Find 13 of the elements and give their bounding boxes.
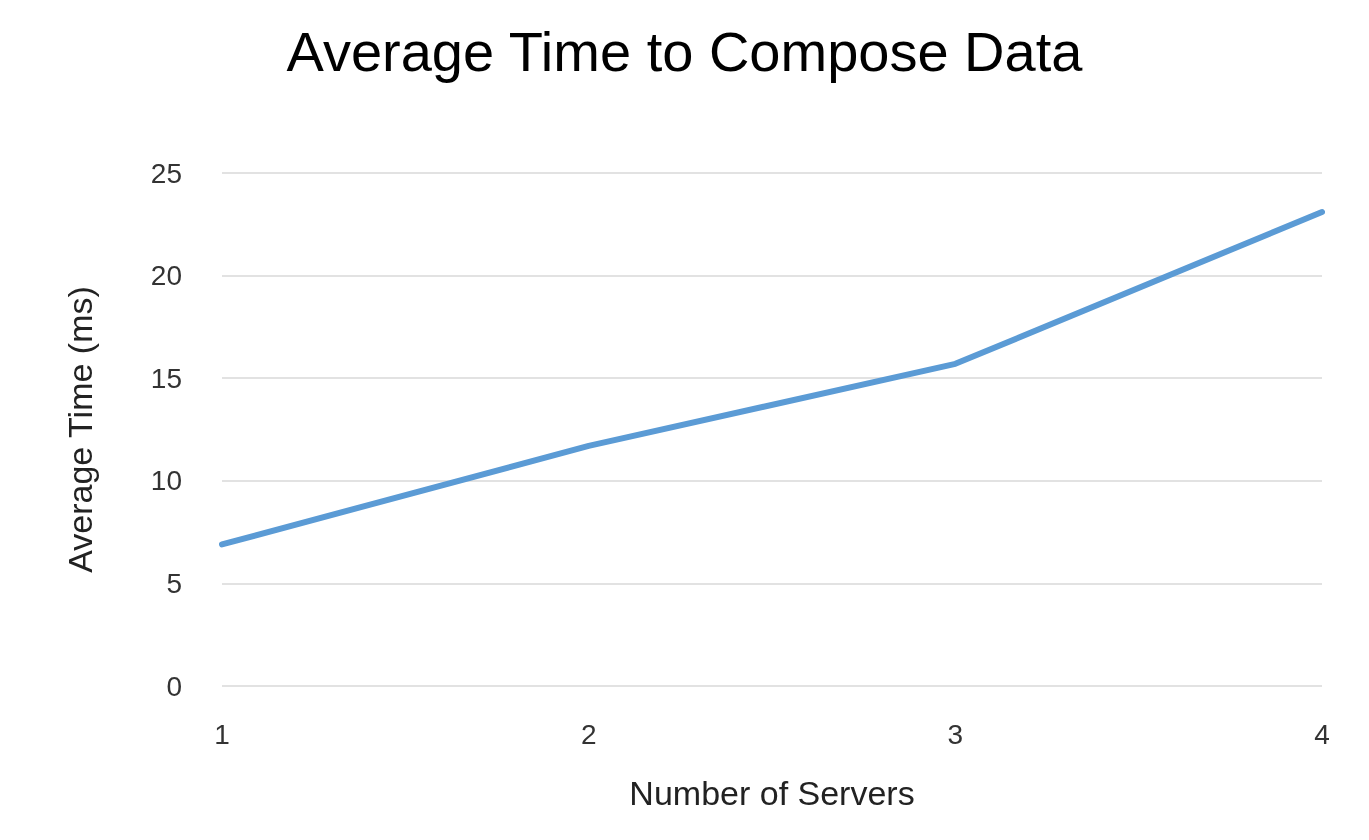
y-axis-title: Average Time (ms) — [61, 286, 99, 573]
y-tick-label: 0 — [166, 670, 182, 702]
chart-title: Average Time to Compose Data — [286, 19, 1084, 83]
x-tick-label: 1 — [214, 718, 230, 750]
y-tick-label: 25 — [150, 157, 182, 189]
y-tick-label: 5 — [166, 567, 182, 599]
y-tick-label: 10 — [150, 465, 182, 497]
y-tick-label: 20 — [150, 260, 182, 292]
x-tick-label: 3 — [947, 718, 964, 750]
x-tick-label: 2 — [580, 718, 597, 750]
x-tick-label: 4 — [1314, 718, 1330, 750]
y-tick-label: 15 — [150, 362, 182, 394]
x-axis-title: Number of Servers — [629, 774, 915, 812]
